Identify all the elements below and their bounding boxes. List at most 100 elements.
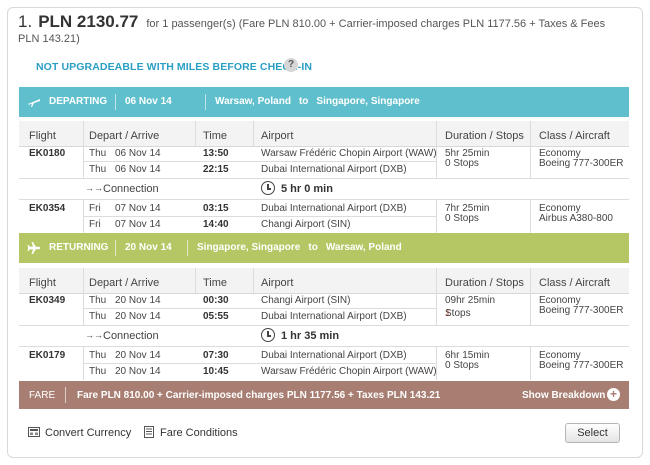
- divider: [84, 308, 436, 309]
- divider: [436, 294, 437, 325]
- divider: [83, 200, 84, 233]
- currency-icon[interactable]: [28, 426, 40, 438]
- divider: [84, 216, 436, 217]
- cabin-class: Economy: [539, 148, 581, 159]
- help-icon[interactable]: ?: [284, 58, 298, 72]
- divider: [436, 200, 437, 233]
- arrive-date: 07 Nov 14: [115, 219, 161, 230]
- col-airport: Airport: [261, 130, 294, 142]
- aircraft: Boeing 777-300ER: [539, 360, 624, 371]
- route-from: Singapore, Singapore: [197, 242, 301, 253]
- price-summary: 1. PLN 2130.77 for 1 passenger(s) (Fare PL…: [18, 12, 628, 47]
- stops: 0 Stops: [445, 360, 479, 371]
- col-airport: Airport: [261, 277, 294, 289]
- col-time: Time: [203, 130, 228, 142]
- arrive-airport: Dubai International Airport (DXB): [261, 311, 407, 322]
- plus-circle-icon[interactable]: +: [607, 388, 620, 401]
- depart-airport: Changi Airport (SIN): [261, 295, 351, 306]
- divider: [253, 268, 254, 294]
- fare-bar: FARE Fare PLN 810.00 + Carrier-imposed c…: [19, 381, 629, 409]
- divider: [205, 94, 206, 110]
- divider: [530, 347, 531, 380]
- returning-route: Singapore, Singapore to Warsaw, Poland: [197, 242, 402, 253]
- connection-arrows-icon: →→: [85, 183, 103, 193]
- show-breakdown-link[interactable]: Show Breakdown: [522, 390, 606, 401]
- divider: [83, 147, 84, 178]
- col-duration: Duration / Stops: [445, 130, 524, 142]
- arrive-day: Thu: [89, 366, 107, 377]
- divider: [19, 199, 629, 200]
- divider: [436, 347, 437, 380]
- departing-route: Warsaw, Poland to Singapore, Singapore: [215, 96, 420, 107]
- flight-segment-row: Thu 20 Nov 14 05:55 Dubai International …: [19, 305, 629, 324]
- divider: [436, 121, 437, 147]
- arrive-date: 06 Nov 14: [115, 164, 161, 175]
- clock-icon: [261, 328, 275, 342]
- departing-label: DEPARTING: [49, 96, 108, 107]
- departing-date: 06 Nov 14: [125, 96, 172, 107]
- option-index: 1.: [18, 12, 33, 31]
- connection-arrows-icon: →→: [85, 330, 103, 340]
- divider: [83, 347, 84, 380]
- returning-table-header: Flight Depart / Arrive Time Airport Dura…: [19, 268, 629, 294]
- col-class: Class / Aircraft: [539, 130, 610, 142]
- flight-segment-row: Fri 07 Nov 14 14:40 Changi Airport (SIN)…: [19, 213, 629, 232]
- document-icon[interactable]: [143, 426, 155, 438]
- plane-takeoff-icon: [28, 99, 40, 107]
- arrive-date: 20 Nov 14: [115, 311, 161, 322]
- divider: [436, 147, 437, 178]
- col-depart-arrive: Depart / Arrive: [89, 130, 160, 142]
- cabin-class: Economy: [539, 350, 581, 361]
- divider: [253, 121, 254, 147]
- divider: [83, 268, 84, 294]
- divider: [19, 346, 629, 347]
- col-flight: Flight: [29, 130, 56, 142]
- divider: [83, 121, 84, 147]
- aircraft: Airbus A380-800: [539, 213, 613, 224]
- duration: 7hr 25min: [445, 203, 490, 214]
- divider: [187, 240, 188, 256]
- depart-day: Fri: [89, 203, 101, 214]
- route-to: Singapore, Singapore: [316, 96, 420, 107]
- depart-time: 13:50: [203, 148, 229, 159]
- flight-segment-row: EK0179 Thu 20 Nov 14 07:30 Dubai Interna…: [19, 347, 629, 363]
- connection-row: →→ Connection 5 hr 0 min: [19, 178, 629, 200]
- arrive-airport: Warsaw Frédéric Chopin Airport (WAW): [261, 366, 437, 377]
- returning-label: RETURNING: [49, 242, 109, 253]
- convert-currency-link[interactable]: Convert Currency: [45, 427, 132, 439]
- divider: [530, 121, 531, 147]
- duration: 5hr 25min: [445, 148, 490, 159]
- arrive-day: Fri: [89, 219, 101, 230]
- flight-number: EK0354: [29, 203, 66, 214]
- select-button[interactable]: Select: [565, 423, 620, 443]
- stops-count[interactable]: 1: [445, 308, 451, 319]
- depart-date: 06 Nov 14: [115, 148, 161, 159]
- fare-breakdown-text: Fare PLN 810.00 + Carrier-imposed charge…: [77, 390, 441, 401]
- divider: [84, 161, 436, 162]
- flight-segment-row: Thu 20 Nov 14 10:45 Warsaw Frédéric Chop…: [19, 360, 629, 379]
- divider: [19, 178, 629, 179]
- clock-icon: [261, 181, 275, 195]
- divider: [84, 363, 436, 364]
- flight-number: EK0349: [29, 295, 66, 306]
- returning-bar: RETURNING 20 Nov 14 Singapore, Singapore…: [19, 233, 629, 263]
- connection-label: Connection: [103, 183, 159, 195]
- col-duration: Duration / Stops: [445, 277, 524, 289]
- connection-row: →→ Connection 1 hr 35 min: [19, 325, 629, 347]
- flight-number: EK0180: [29, 148, 66, 159]
- arrive-date: 20 Nov 14: [115, 366, 161, 377]
- flight-segment-row: EK0180 Thu 06 Nov 14 13:50 Warsaw Frédér…: [19, 145, 629, 161]
- route-to: Warsaw, Poland: [325, 242, 402, 253]
- plane-icon: [27, 242, 40, 254]
- fare-conditions-link[interactable]: Fare Conditions: [160, 427, 238, 439]
- flight-number: EK0179: [29, 350, 66, 361]
- divider: [195, 121, 196, 147]
- arrive-day: Thu: [89, 311, 107, 322]
- divider: [19, 325, 629, 326]
- divider: [530, 200, 531, 233]
- depart-time: 03:15: [203, 203, 229, 214]
- depart-date: 20 Nov 14: [115, 350, 161, 361]
- divider: [530, 268, 531, 294]
- aircraft: Boeing 777-300ER: [539, 305, 624, 316]
- arrive-time: 10:45: [203, 366, 229, 377]
